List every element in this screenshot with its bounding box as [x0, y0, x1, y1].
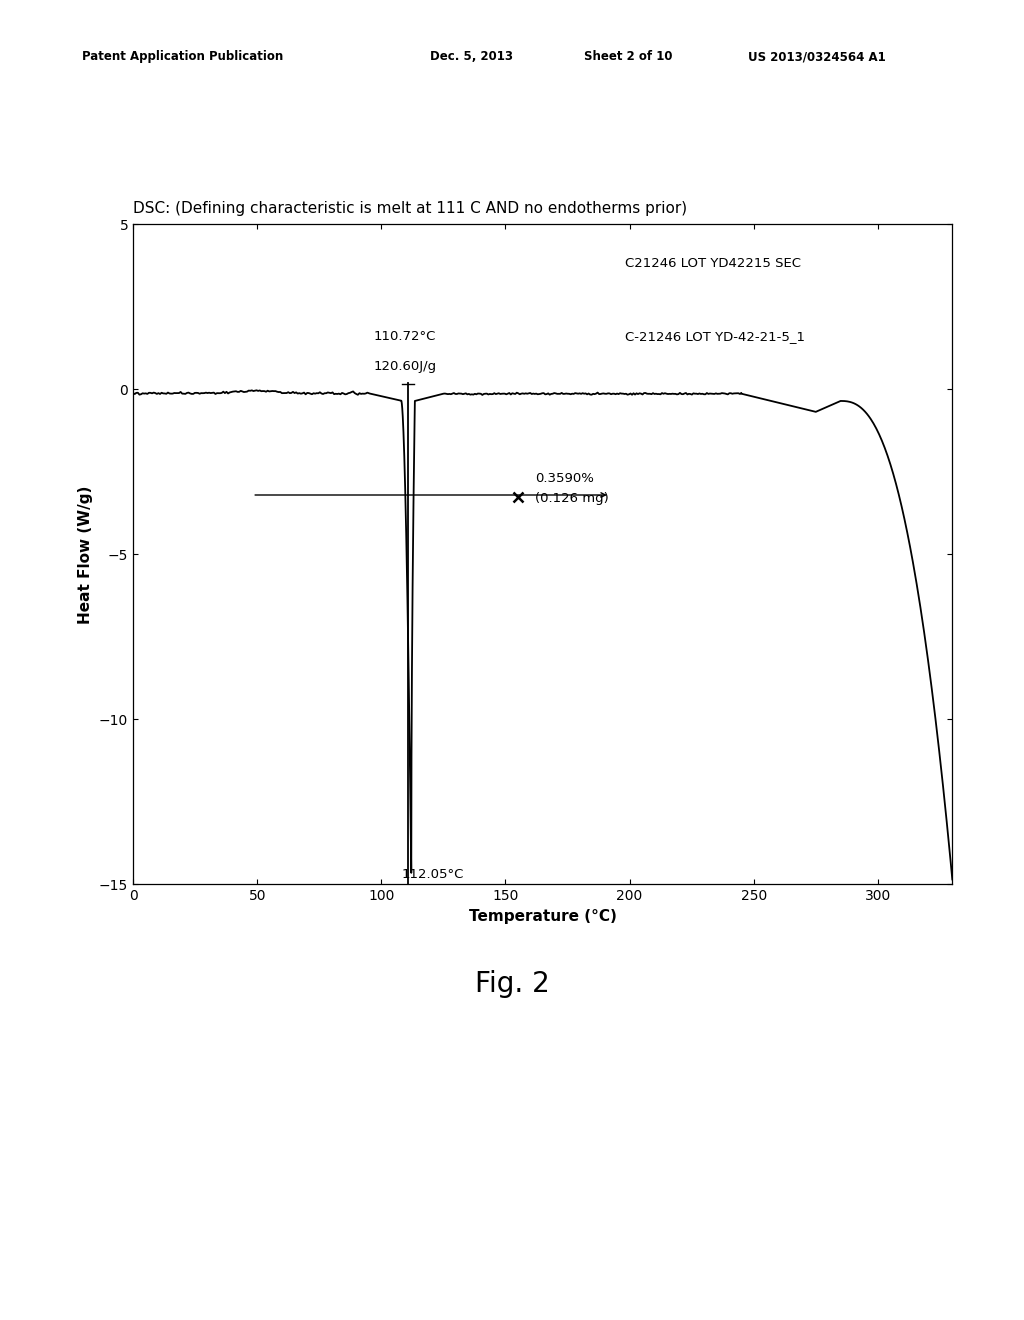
Text: Dec. 5, 2013: Dec. 5, 2013	[430, 50, 513, 63]
Text: Patent Application Publication: Patent Application Publication	[82, 50, 284, 63]
Text: 0.3590%: 0.3590%	[536, 471, 594, 484]
Text: 112.05°C: 112.05°C	[401, 869, 464, 880]
Text: DSC: (Defining characteristic is melt at 111 C AND no endotherms prior): DSC: (Defining characteristic is melt at…	[133, 201, 687, 216]
Text: 110.72°C: 110.72°C	[374, 330, 436, 343]
Text: (0.126 mg): (0.126 mg)	[536, 491, 609, 504]
Text: Sheet 2 of 10: Sheet 2 of 10	[584, 50, 672, 63]
Text: US 2013/0324564 A1: US 2013/0324564 A1	[748, 50, 886, 63]
Text: Fig. 2: Fig. 2	[475, 970, 549, 998]
Y-axis label: Heat Flow (W/g): Heat Flow (W/g)	[79, 486, 93, 623]
Text: 120.60J/g: 120.60J/g	[374, 359, 437, 372]
Text: C21246 LOT YD42215 SEC: C21246 LOT YD42215 SEC	[625, 257, 801, 271]
X-axis label: Temperature (°C): Temperature (°C)	[469, 908, 616, 924]
Text: C-21246 LOT YD-42-21-5_1: C-21246 LOT YD-42-21-5_1	[625, 330, 805, 343]
